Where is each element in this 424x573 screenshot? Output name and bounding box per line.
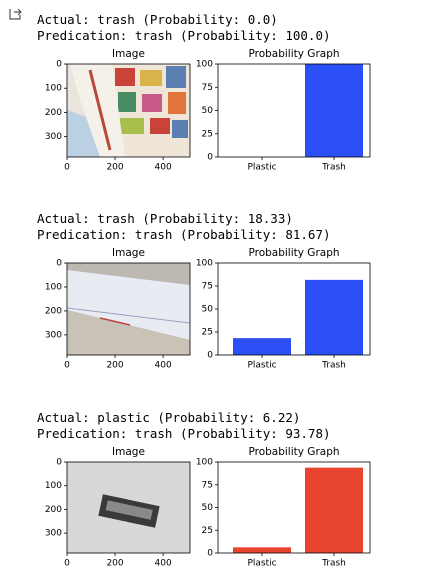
y-tick-label: 25	[202, 526, 213, 536]
y-tick-label: 25	[202, 328, 213, 338]
image-title: Image	[112, 247, 145, 259]
y-tick-label: 0	[56, 259, 62, 269]
y-tick-label: 75	[202, 282, 213, 292]
y-tick-label: 100	[196, 259, 213, 269]
output-icon	[9, 8, 22, 20]
chart-title: Probability Graph	[248, 446, 339, 458]
y-tick-label: 200	[45, 306, 62, 316]
prediction-line: Predication: trash (Probability: 81.67)	[37, 227, 331, 242]
x-tick-label: 400	[155, 163, 172, 173]
y-tick-label: 300	[45, 529, 62, 539]
y-tick-label: 100	[45, 481, 62, 491]
x-tick-label: 200	[106, 559, 123, 569]
y-tick-label: 50	[202, 106, 214, 116]
y-tick-label: 200	[45, 108, 62, 118]
y-tick-label: 100	[196, 60, 213, 70]
x-tick-label: Trash	[321, 163, 346, 173]
chart-title: Probability Graph	[248, 48, 339, 60]
y-tick-label: 200	[45, 505, 62, 515]
image-title: Image	[112, 446, 145, 458]
bar	[305, 64, 363, 157]
x-tick-label: Plastic	[247, 163, 276, 173]
image-frame	[66, 63, 191, 158]
y-tick-label: 25	[202, 129, 213, 139]
x-tick-label: 200	[106, 361, 123, 371]
actual-line: Actual: trash (Probability: 0.0)	[37, 12, 278, 27]
bar	[305, 279, 363, 355]
x-tick-label: 0	[64, 163, 70, 173]
y-tick-label: 0	[56, 458, 62, 468]
photo	[67, 64, 190, 157]
chart-title: Probability Graph	[248, 247, 339, 259]
y-tick-label: 0	[207, 549, 213, 559]
y-tick-label: 0	[207, 351, 213, 361]
x-tick-label: 0	[64, 559, 70, 569]
x-tick-label: Plastic	[247, 559, 276, 569]
actual-line: Actual: plastic (Probability: 6.22)	[37, 410, 300, 425]
prediction-line: Predication: trash (Probability: 93.78)	[37, 426, 331, 441]
x-tick-label: 400	[155, 559, 172, 569]
axes-frame	[217, 262, 371, 356]
y-tick-label: 0	[56, 60, 62, 70]
image-frame	[66, 461, 191, 554]
image-frame	[66, 262, 191, 356]
y-tick-label: 50	[202, 305, 214, 315]
bar	[305, 467, 363, 553]
y-tick-label: 100	[45, 84, 62, 94]
x-tick-label: Plastic	[247, 361, 276, 371]
y-tick-label: 75	[202, 83, 213, 93]
photo	[67, 462, 190, 553]
y-tick-label: 300	[45, 132, 62, 142]
bar	[233, 547, 291, 553]
x-tick-label: Trash	[321, 559, 346, 569]
x-tick-label: 0	[64, 361, 70, 371]
image-title: Image	[112, 48, 145, 60]
x-tick-label: 400	[155, 361, 172, 371]
y-tick-label: 300	[45, 330, 62, 340]
y-tick-label: 100	[45, 282, 62, 292]
photo	[67, 263, 190, 355]
actual-line: Actual: trash (Probability: 18.33)	[37, 211, 293, 226]
axes-frame	[217, 461, 371, 554]
x-tick-label: Trash	[321, 361, 346, 371]
y-tick-label: 100	[196, 458, 213, 468]
y-tick-label: 50	[202, 503, 214, 513]
y-tick-label: 75	[202, 480, 213, 490]
axes-frame	[217, 63, 371, 158]
prediction-line: Predication: trash (Probability: 100.0)	[37, 28, 331, 43]
bar	[233, 338, 291, 355]
y-tick-label: 0	[207, 153, 213, 163]
x-tick-label: 200	[106, 163, 123, 173]
